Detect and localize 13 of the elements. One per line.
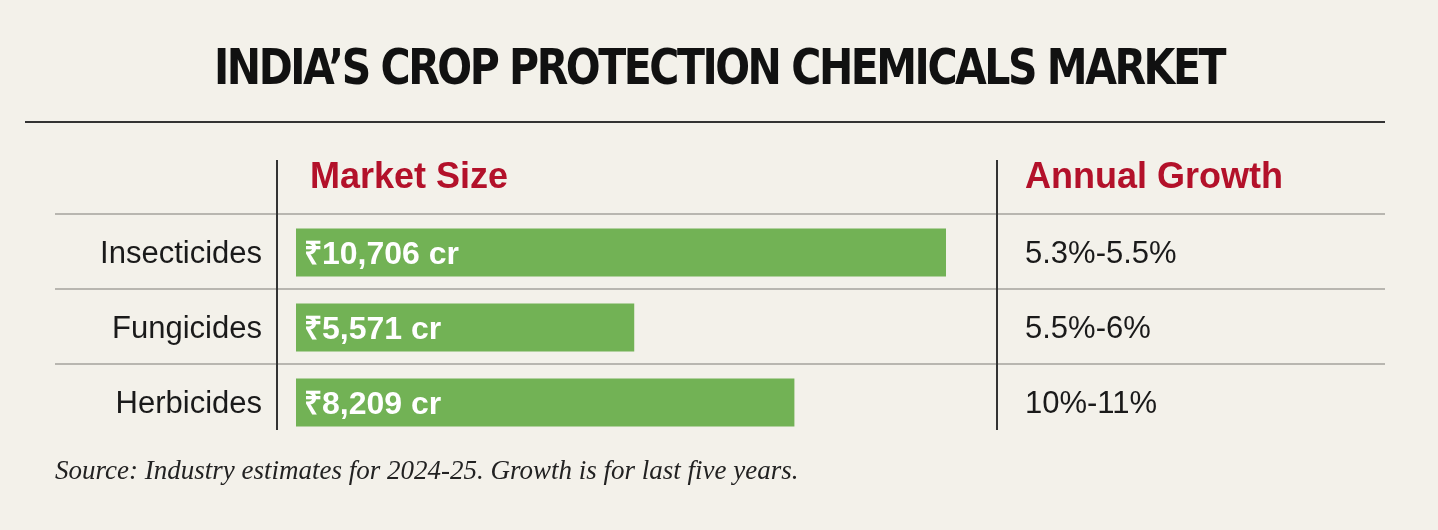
data-label: ₹8,209 cr — [304, 384, 442, 421]
text: 5.3%-5.5% — [1025, 234, 1177, 271]
data-label: ₹10,706 cr — [304, 234, 460, 271]
chart-title: INDIA’S CROP PROTECTION CHEMICALS MARKET — [213, 38, 1226, 96]
y-tick-label: Herbicides — [115, 385, 262, 420]
text: 10%-11% — [1025, 384, 1158, 421]
text: Annual Growth — [1025, 155, 1283, 197]
y-tick-label: Insecticides — [100, 235, 262, 270]
source-note: Source: Industry estimates for 2024-25. Growth is for last five years. — [55, 455, 799, 486]
x-axis-title: Market Size — [310, 155, 509, 197]
y-tick-label: Fungicides — [112, 310, 262, 345]
text: 5.5%-6% — [1025, 309, 1151, 346]
data-label: ₹5,571 cr — [304, 309, 442, 346]
